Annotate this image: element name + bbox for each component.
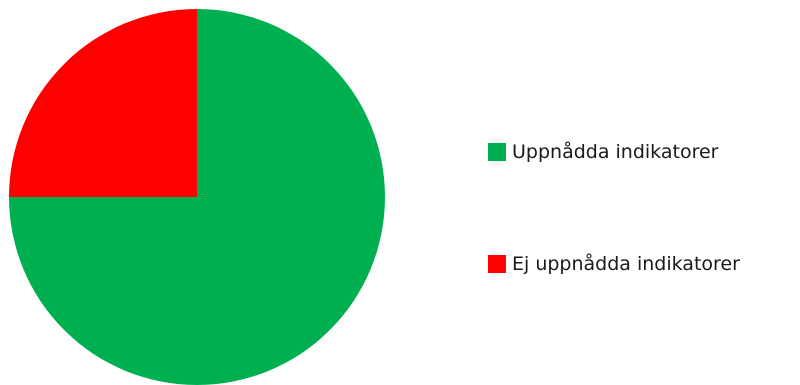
chart-legend: Uppnådda indikatorer Ej uppnådda indikat…: [488, 138, 740, 278]
legend-item-ej-uppnadda: Ej uppnådda indikatorer: [488, 250, 740, 278]
legend-item-uppnadda: Uppnådda indikatorer: [488, 138, 740, 166]
pie-slice-ej-uppnadda: [9, 9, 197, 197]
legend-swatch-uppnadda: [488, 143, 506, 161]
legend-label-ej-uppnadda: Ej uppnådda indikatorer: [512, 252, 740, 275]
legend-swatch-ej-uppnadda: [488, 255, 506, 273]
legend-label-uppnadda: Uppnådda indikatorer: [512, 140, 719, 163]
